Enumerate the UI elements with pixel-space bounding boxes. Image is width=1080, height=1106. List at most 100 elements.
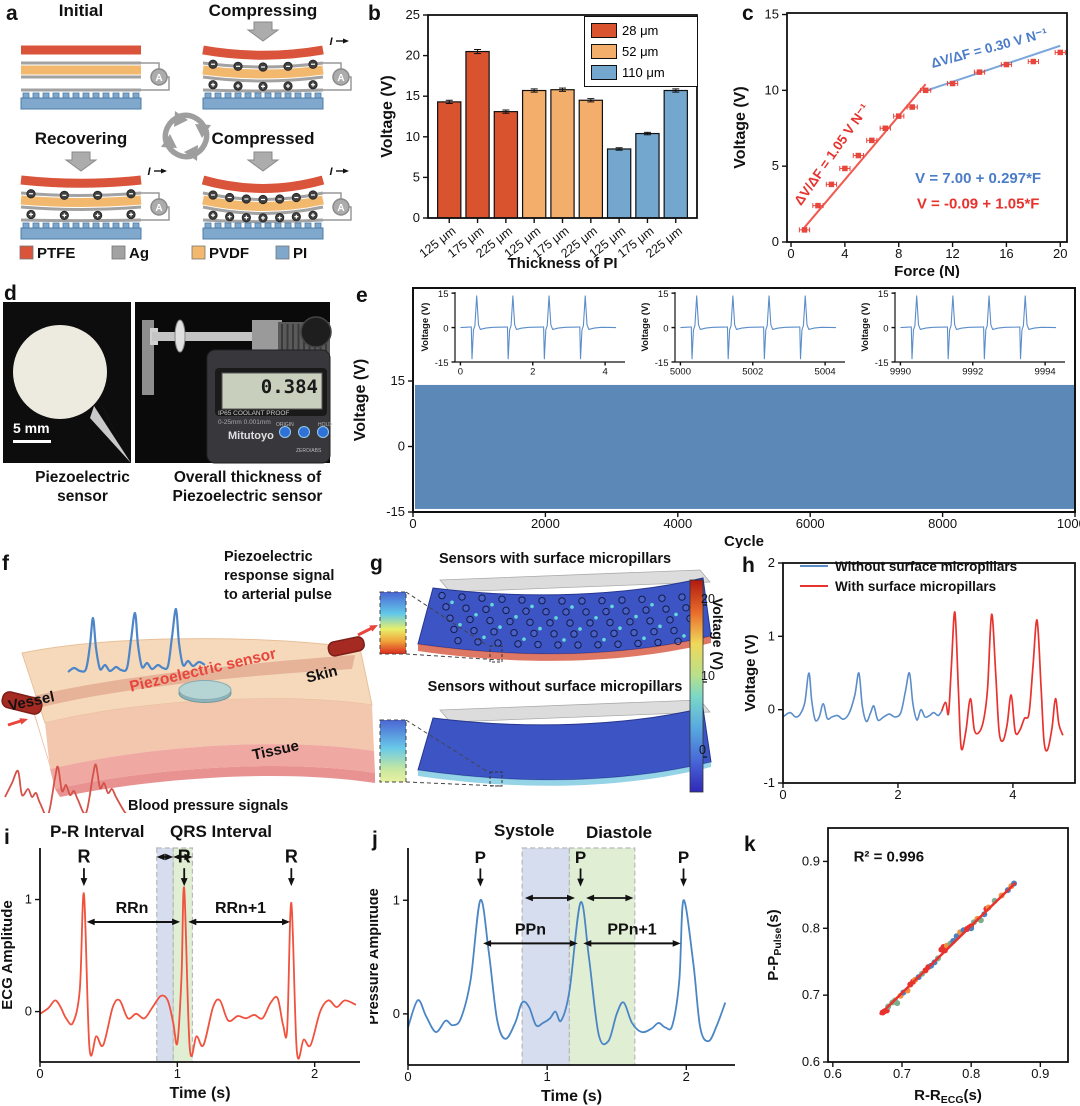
chart-e-insets: 0 2 4 -15 0 15 Voltage (V) 5000 5002 5004 -15 0 15 Vo… (420, 289, 1065, 378)
title-systole: Systole (494, 821, 555, 840)
svg-text:4: 4 (841, 246, 848, 261)
svg-text:4: 4 (1009, 787, 1016, 800)
label-line: Piezoelectric (224, 549, 313, 565)
chart-e-cycles: 0200040006000800010000-15015CycleVoltage… (352, 287, 1080, 548)
svg-text:0: 0 (36, 1066, 43, 1081)
svg-text:0: 0 (409, 516, 416, 531)
svg-text:15: 15 (391, 373, 405, 388)
svg-text:0: 0 (883, 324, 888, 335)
panel-letter-k: k (744, 833, 756, 856)
svg-text:Recovering: Recovering (35, 129, 128, 148)
svg-text:0: 0 (787, 246, 794, 261)
svg-text:0.8: 0.8 (962, 1066, 980, 1081)
panel-letter-i: i (4, 826, 10, 849)
svg-text:0.7: 0.7 (893, 1066, 911, 1081)
svg-text:-15: -15 (435, 358, 449, 369)
svg-text:20: 20 (406, 48, 420, 63)
svg-text:I: I (329, 36, 333, 48)
title-diastole: Diastole (586, 823, 653, 842)
svg-text:PVDF: PVDF (209, 245, 249, 262)
label-blood-pressure: Blood pressure signals (128, 798, 289, 814)
svg-text:8: 8 (895, 246, 902, 261)
svg-text:-1: -1 (763, 775, 775, 790)
svg-text:5002: 5002 (742, 367, 763, 378)
title-with-micropillars: Sensors with surface micropillars (438, 551, 672, 567)
legend-label: With surface micropillars (835, 578, 997, 594)
svg-text:P: P (475, 848, 486, 867)
svg-text:0: 0 (393, 1006, 400, 1021)
svg-text:Cycle: Cycle (724, 533, 764, 548)
svg-text:R-RECG(s): R-RECG(s) (914, 1087, 982, 1106)
caption-piezo-sensor: Piezoelectric sensor (5, 468, 160, 506)
panel-a-schematic: Initial A Compressing A I Recovering A I Compres… (19, 1, 352, 262)
panel-d-photos (3, 302, 332, 464)
svg-text:20: 20 (1053, 246, 1067, 261)
svg-text:I: I (147, 166, 151, 178)
svg-text:8000: 8000 (928, 516, 957, 531)
panel-letter-b: b (368, 2, 381, 25)
panel-letter-j: j (372, 828, 378, 851)
swatch-28um (591, 23, 617, 38)
svg-text:1: 1 (393, 892, 400, 907)
svg-text:V = 7.00 + 0.297*F: V = 7.00 + 0.297*F (915, 170, 1041, 187)
svg-text:15: 15 (438, 289, 449, 300)
micrometer-button-label-origin: ORIGIN (276, 422, 294, 428)
svg-text:15: 15 (878, 289, 889, 300)
svg-text:12: 12 (945, 246, 959, 261)
svg-text:0: 0 (413, 210, 420, 225)
svg-text:Voltage (V): Voltage (V) (379, 75, 396, 157)
legend-panel-h: Without surface micropillars With surfac… (800, 556, 1017, 596)
svg-text:6000: 6000 (796, 516, 825, 531)
svg-text:0: 0 (663, 324, 668, 335)
svg-text:0.8: 0.8 (802, 920, 820, 935)
svg-text:9992: 9992 (962, 367, 983, 378)
svg-text:R: R (285, 847, 298, 867)
caption-thickness: Overall thickness of Piezoelectric senso… (160, 468, 335, 506)
scale-bar-label: 5 mm (13, 420, 50, 436)
svg-text:Initial: Initial (59, 1, 103, 20)
svg-text:25: 25 (406, 7, 420, 22)
svg-text:-15: -15 (875, 358, 889, 369)
svg-text:R: R (77, 847, 90, 867)
svg-text:A: A (337, 73, 344, 84)
legend-label: 28 μm (622, 23, 659, 38)
svg-text:Voltage (V): Voltage (V) (352, 359, 369, 441)
panel-letter-h: h (742, 554, 755, 577)
legend-item-with: With surface micropillars (800, 576, 1017, 596)
svg-text:I: I (329, 166, 333, 178)
panel-letter-f: f (2, 552, 9, 575)
panel-letter-d: d (4, 282, 17, 305)
colorbar-label: Voltage (V) (710, 598, 726, 671)
title-without-micropillars: Sensors without surface micropillars (427, 679, 683, 695)
svg-text:2: 2 (311, 1066, 318, 1081)
micrometer-spec2: 0-25mm 0.001mm (218, 419, 271, 426)
svg-text:P-PPulse(s): P-PPulse(s) (765, 909, 784, 980)
label-line: to arterial pulse (224, 587, 332, 603)
legend-label: 52 μm (622, 44, 659, 59)
svg-text:R² = 0.996: R² = 0.996 (854, 848, 924, 865)
svg-text:2: 2 (683, 1069, 690, 1084)
svg-text:0.6: 0.6 (802, 1054, 820, 1069)
svg-text:4: 4 (602, 367, 607, 378)
svg-text:2000: 2000 (531, 516, 560, 531)
svg-text:10: 10 (765, 82, 779, 97)
micrometer-brand: Mitutoyo (228, 430, 274, 442)
svg-text:RRn: RRn (116, 900, 149, 917)
legend-item-without: Without surface micropillars (800, 556, 1017, 576)
svg-text:Compressed: Compressed (212, 129, 315, 148)
panel-letter-g: g (370, 552, 383, 575)
micrometer-lcd-value: 0.384 (260, 376, 318, 398)
colorbar-tick-10: 10 (701, 669, 715, 683)
svg-text:4000: 4000 (663, 516, 692, 531)
svg-text:5: 5 (772, 158, 779, 173)
svg-text:-15: -15 (655, 358, 669, 369)
line-swatch-blue (800, 565, 828, 567)
svg-text:Voltage (V): Voltage (V) (745, 634, 759, 711)
svg-text:A: A (337, 203, 344, 214)
svg-text:0.9: 0.9 (802, 853, 820, 868)
svg-text:5000: 5000 (670, 367, 691, 378)
svg-text:0: 0 (768, 702, 775, 717)
svg-text:15: 15 (658, 289, 669, 300)
micrometer-button-label-hold: HOLD (318, 422, 332, 428)
